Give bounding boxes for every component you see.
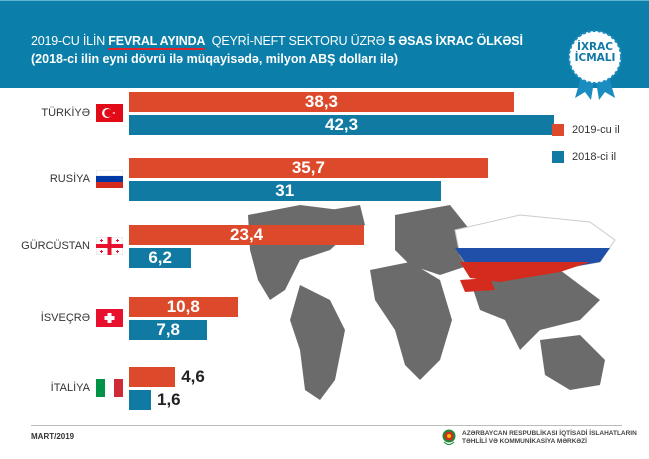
data-label: 4,6 xyxy=(181,367,205,386)
switzerland-flag-icon xyxy=(96,309,123,327)
legend-2018: 2018-ci il xyxy=(552,151,616,163)
org-line1: AZƏRBAYCAN RESPUBLİKASI İQTİSADİ İSLAHAT… xyxy=(462,430,637,437)
legend-label: 2019-cu il xyxy=(572,124,620,136)
country-label: RUSİYA xyxy=(49,173,90,185)
bar-2018-1 xyxy=(129,181,441,201)
country-label: TÜRKİYƏ xyxy=(41,107,90,119)
country-label: İSVEÇRƏ xyxy=(40,312,90,324)
org-line2: TƏHLİLİ VƏ KOMMUNİKASİYA MƏRKƏZİ xyxy=(462,438,587,445)
data-label: 7,8 xyxy=(156,320,181,339)
page-title: 2019-CU İLİN FEVRAL AYINDA QEYRİ-NEFT SE… xyxy=(31,34,523,50)
data-label: 1,6 xyxy=(157,390,181,409)
footer-date: MART/2019 xyxy=(31,432,75,441)
turkey-flag-icon xyxy=(96,104,123,122)
bar-2019-1 xyxy=(129,158,488,178)
data-label: 35,7 xyxy=(291,158,325,177)
bar-2019-3 xyxy=(129,297,238,317)
country-label: İTALİYA xyxy=(50,382,90,394)
title-highlight: FEVRAL AYINDA xyxy=(108,34,206,50)
export-review-badge: İXRAC İCMALI xyxy=(565,30,625,100)
title-bold: 5 ƏSAS İXRAC ÖLKƏSİ xyxy=(388,34,523,48)
badge-line2: İCMALI xyxy=(574,52,616,64)
country-label: GÜRCÜSTAN xyxy=(21,240,90,252)
bar-2018-0 xyxy=(129,115,555,135)
turkey-map-highlight xyxy=(460,278,495,292)
badge-line1: İXRAC xyxy=(577,41,613,53)
russia-map-highlight xyxy=(454,214,616,282)
title-part: QEYRİ-NEFT SEKTORU ÜZRƏ xyxy=(205,34,389,48)
header-banner: 2019-CU İLİN FEVRAL AYINDA QEYRİ-NEFT SE… xyxy=(0,0,649,88)
badge-rosette-icon xyxy=(568,30,622,100)
data-label: 42,3 xyxy=(325,115,359,134)
bar-2019-4 xyxy=(129,367,176,387)
data-label: 31 xyxy=(275,181,295,200)
bar-2018-3 xyxy=(129,320,208,340)
legend-label: 2018-ci il xyxy=(572,151,617,163)
data-label: 23,4 xyxy=(230,225,264,244)
legend-swatch xyxy=(552,124,564,136)
italy-flag-icon xyxy=(96,379,123,397)
footer-divider xyxy=(31,425,622,426)
data-label: 38,3 xyxy=(304,92,338,111)
data-label: 6,2 xyxy=(148,248,172,267)
legend-2019: 2019-cu il xyxy=(552,124,620,136)
bar-2019-2 xyxy=(129,225,365,245)
page-subtitle: (2018-ci ilin eyni dövrü ilə müqayisədə,… xyxy=(31,52,399,66)
title-part: 2019-CU İLİN xyxy=(31,34,109,48)
data-label: 10,8 xyxy=(166,297,200,316)
state-emblem-icon xyxy=(442,429,456,445)
bar-2018-4 xyxy=(129,390,151,410)
bar-2019-0 xyxy=(129,92,514,112)
russia-flag-icon xyxy=(95,169,124,188)
footer-organization: AZƏRBAYCAN RESPUBLİKASI İQTİSADİ İSLAHAT… xyxy=(462,430,637,446)
legend-swatch xyxy=(552,151,564,163)
bar-2018-2 xyxy=(129,248,192,268)
georgia-flag-icon xyxy=(95,236,124,256)
